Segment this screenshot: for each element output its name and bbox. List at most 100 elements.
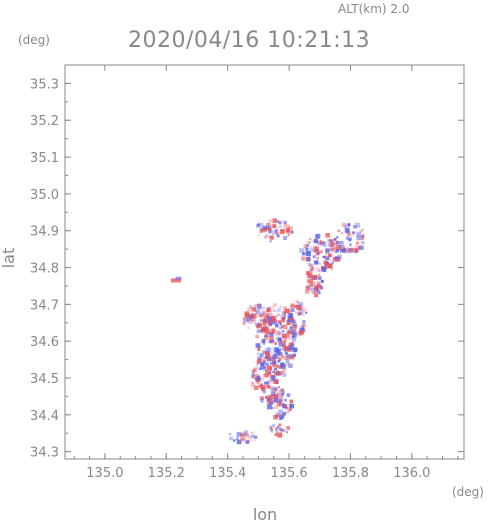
data-cell — [264, 233, 269, 238]
altitude-label: ALT(km) 2.0 — [338, 2, 409, 16]
data-cell — [262, 319, 267, 324]
data-cell — [255, 334, 259, 339]
data-cell — [276, 364, 281, 369]
y-axis-label: lat — [0, 248, 18, 269]
data-cell — [309, 268, 313, 272]
data-cell — [257, 347, 261, 351]
data-cell — [316, 281, 321, 285]
data-cell — [263, 385, 267, 389]
data-cell — [349, 243, 352, 247]
data-cell — [288, 318, 292, 323]
data-cell — [264, 328, 267, 332]
data-cell — [286, 230, 291, 235]
data-cell — [256, 324, 261, 329]
data-cell — [229, 436, 233, 441]
data-cell — [267, 346, 270, 349]
data-cell — [322, 241, 327, 247]
data-cell — [282, 373, 287, 377]
data-cell — [274, 342, 277, 345]
data-cell — [245, 440, 249, 444]
x-tick-label: 135.0 — [86, 466, 123, 481]
data-cell — [275, 427, 278, 431]
data-cell — [296, 331, 301, 336]
data-cell — [259, 314, 263, 318]
data-cell — [283, 311, 286, 314]
data-cell — [263, 369, 266, 372]
data-cell — [341, 222, 346, 227]
data-cell — [333, 246, 337, 250]
data-cell — [266, 399, 272, 405]
data-cell — [283, 340, 286, 344]
data-cell — [306, 243, 310, 247]
data-cell — [276, 401, 281, 406]
data-cell — [346, 247, 350, 251]
data-cell — [269, 305, 275, 311]
data-cell — [261, 306, 266, 311]
data-cell — [263, 356, 269, 362]
plot-frame — [64, 64, 465, 460]
data-cell — [278, 427, 282, 431]
data-cell — [352, 231, 355, 235]
data-cell — [259, 367, 263, 371]
data-cell — [337, 254, 342, 259]
data-cell — [279, 225, 283, 229]
data-cell — [330, 247, 335, 252]
data-cell — [356, 235, 362, 241]
data-cell — [333, 247, 337, 250]
x-tick-label: 135.6 — [270, 466, 307, 481]
data-cell — [269, 376, 273, 380]
data-cell — [251, 381, 254, 384]
data-cell — [278, 342, 284, 347]
data-cell — [271, 352, 274, 355]
data-cell — [288, 310, 293, 314]
data-cell — [290, 303, 295, 308]
data-cell — [287, 233, 290, 237]
data-cell — [259, 229, 263, 233]
data-cell — [253, 369, 257, 373]
data-cell — [304, 247, 309, 251]
data-cell — [256, 381, 260, 384]
data-cell — [306, 240, 310, 244]
data-cell — [357, 233, 361, 237]
data-cell — [275, 368, 278, 371]
data-cell — [288, 363, 293, 368]
data-cell — [315, 267, 320, 272]
data-cell — [251, 373, 255, 376]
data-cell — [267, 395, 273, 400]
data-cell — [321, 267, 327, 273]
data-cell — [260, 311, 265, 317]
data-cell — [258, 222, 264, 228]
data-cell — [276, 226, 279, 229]
data-cell — [331, 242, 335, 247]
data-cell — [266, 356, 272, 361]
data-cell — [276, 234, 280, 238]
data-cell — [282, 390, 285, 393]
data-cell — [311, 266, 314, 270]
data-cell — [250, 312, 255, 317]
data-cell — [318, 284, 323, 289]
data-cell — [302, 253, 305, 256]
data-cell — [281, 310, 286, 315]
data-cell — [279, 327, 282, 330]
data-cell — [260, 376, 265, 381]
data-cell — [260, 227, 264, 231]
data-cell — [243, 430, 249, 436]
data-cell — [324, 266, 328, 270]
data-cell — [270, 316, 276, 322]
data-cell — [286, 410, 290, 414]
data-cell — [252, 438, 256, 442]
data-cell — [268, 380, 271, 383]
data-cell — [273, 333, 277, 336]
data-cell — [278, 414, 282, 417]
data-cell — [271, 340, 276, 345]
data-cell — [269, 336, 274, 341]
data-cell — [270, 429, 274, 433]
data-cell — [271, 406, 274, 410]
data-cell — [306, 248, 309, 251]
data-cell — [241, 434, 244, 438]
data-cell — [334, 238, 337, 241]
data-cell — [280, 414, 285, 419]
data-cell — [340, 246, 346, 251]
data-cell — [248, 314, 254, 319]
data-cell — [274, 433, 278, 436]
